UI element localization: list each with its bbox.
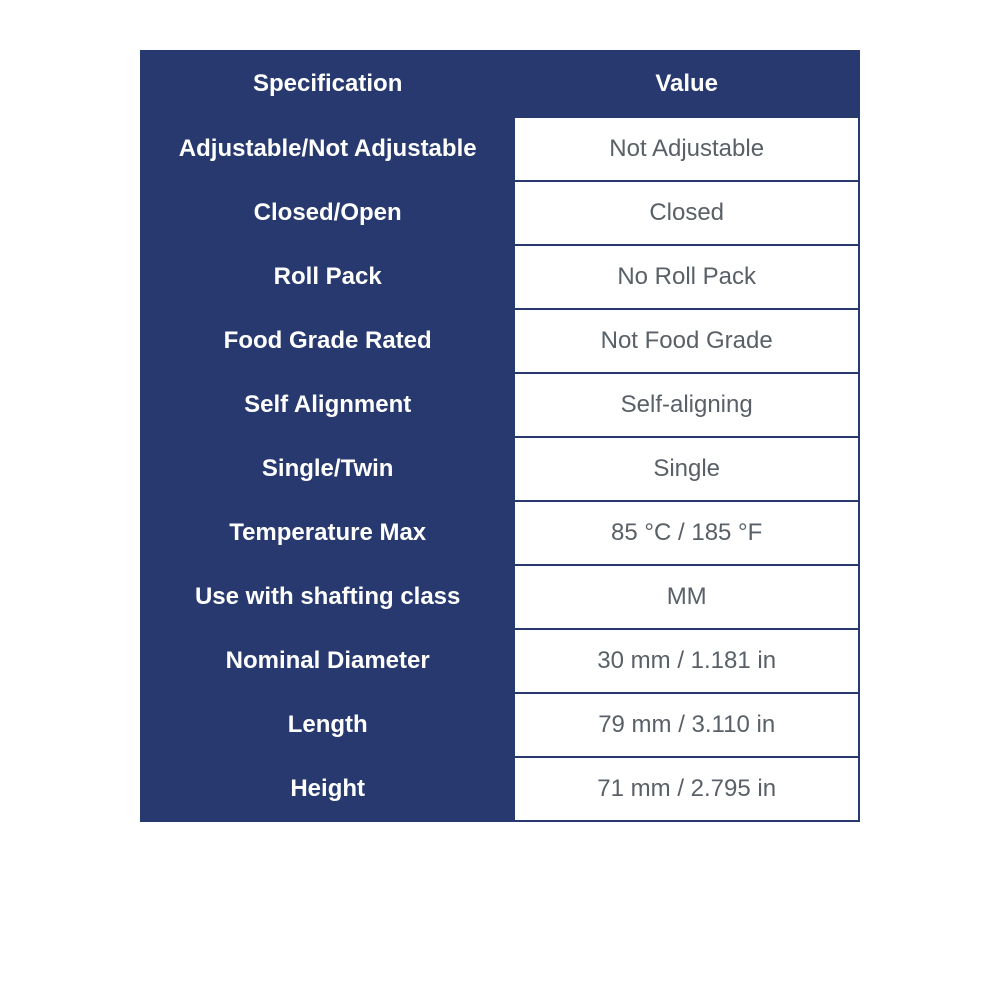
spec-label: Use with shafting class: [141, 565, 514, 629]
specification-table: Specification Value Adjustable/Not Adjus…: [140, 50, 860, 822]
spec-label: Adjustable/Not Adjustable: [141, 117, 514, 181]
spec-value: Self-aligning: [514, 373, 859, 437]
spec-value: 79 mm / 3.110 in: [514, 693, 859, 757]
col-header-value: Value: [514, 51, 859, 117]
table-row: Nominal Diameter30 mm / 1.181 in: [141, 629, 859, 693]
spec-label: Temperature Max: [141, 501, 514, 565]
spec-value: MM: [514, 565, 859, 629]
table-row: Adjustable/Not AdjustableNot Adjustable: [141, 117, 859, 181]
spec-value: Not Adjustable: [514, 117, 859, 181]
spec-label: Nominal Diameter: [141, 629, 514, 693]
col-header-specification: Specification: [141, 51, 514, 117]
spec-value: 30 mm / 1.181 in: [514, 629, 859, 693]
table-body: Adjustable/Not AdjustableNot AdjustableC…: [141, 117, 859, 821]
spec-value: No Roll Pack: [514, 245, 859, 309]
table-row: Use with shafting classMM: [141, 565, 859, 629]
table-row: Roll PackNo Roll Pack: [141, 245, 859, 309]
spec-label: Length: [141, 693, 514, 757]
spec-label: Single/Twin: [141, 437, 514, 501]
table-header: Specification Value: [141, 51, 859, 117]
spec-value: 71 mm / 2.795 in: [514, 757, 859, 821]
table-row: Self AlignmentSelf-aligning: [141, 373, 859, 437]
page-container: Specification Value Adjustable/Not Adjus…: [0, 0, 1000, 1000]
spec-value: Not Food Grade: [514, 309, 859, 373]
table-row: Height71 mm / 2.795 in: [141, 757, 859, 821]
spec-value: 85 °C / 185 °F: [514, 501, 859, 565]
spec-label: Height: [141, 757, 514, 821]
table-row: Food Grade RatedNot Food Grade: [141, 309, 859, 373]
spec-label: Closed/Open: [141, 181, 514, 245]
spec-value: Single: [514, 437, 859, 501]
table-row: Length79 mm / 3.110 in: [141, 693, 859, 757]
table-row: Single/TwinSingle: [141, 437, 859, 501]
spec-label: Roll Pack: [141, 245, 514, 309]
spec-label: Self Alignment: [141, 373, 514, 437]
spec-label: Food Grade Rated: [141, 309, 514, 373]
table-header-row: Specification Value: [141, 51, 859, 117]
spec-value: Closed: [514, 181, 859, 245]
table-row: Temperature Max85 °C / 185 °F: [141, 501, 859, 565]
table-row: Closed/OpenClosed: [141, 181, 859, 245]
